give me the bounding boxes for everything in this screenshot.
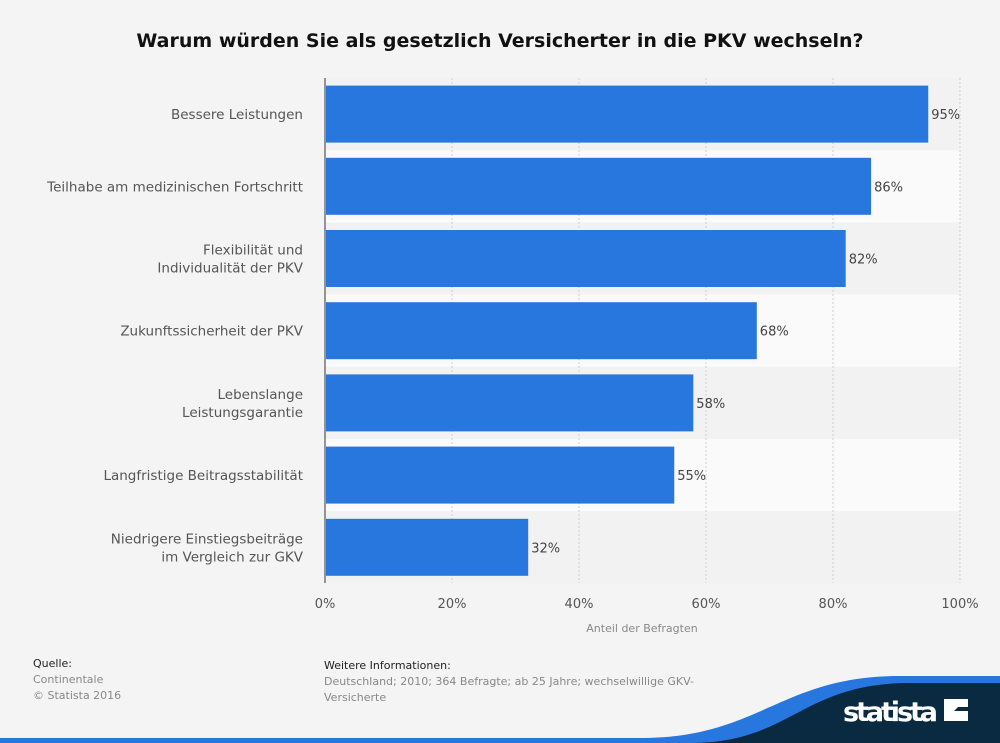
bar bbox=[326, 518, 529, 576]
source-text: Continentale bbox=[33, 673, 104, 686]
bar-value-label: 32% bbox=[531, 541, 560, 556]
bar bbox=[326, 446, 675, 504]
category-label: Individualität der PKV bbox=[157, 261, 303, 277]
bar-value-label: 82% bbox=[849, 253, 878, 268]
x-tick-label: 20% bbox=[438, 597, 467, 612]
bar-value-label: 86% bbox=[874, 180, 903, 195]
footer-swoosh bbox=[0, 676, 1000, 743]
x-tick-label: 0% bbox=[315, 597, 336, 612]
category-label: Bessere Leistungen bbox=[171, 107, 303, 123]
x-tick-label: 60% bbox=[692, 597, 721, 612]
x-tick-label: 40% bbox=[565, 597, 594, 612]
category-label: Lebenslange bbox=[217, 387, 303, 403]
x-tick-label: 100% bbox=[941, 597, 978, 612]
copyright-text: © Statista 2016 bbox=[33, 689, 122, 702]
source-block: Quelle: Continentale © Statista 2016 bbox=[33, 656, 121, 704]
category-label: Leistungsgarantie bbox=[182, 405, 303, 421]
x-tick-label: 80% bbox=[819, 597, 848, 612]
logo-background bbox=[690, 683, 1000, 743]
bar-value-label: 95% bbox=[931, 108, 960, 123]
source-heading: Quelle: bbox=[33, 657, 72, 670]
bar bbox=[326, 374, 694, 432]
category-label: Langfristige Beitragsstabilität bbox=[103, 468, 303, 484]
info-heading: Weitere Informationen: bbox=[324, 659, 451, 672]
info-text: Deutschland; 2010; 364 Befragte; ab 25 J… bbox=[324, 675, 694, 704]
bar-value-label: 55% bbox=[677, 469, 706, 484]
bar bbox=[326, 230, 846, 287]
statista-logo-icon bbox=[944, 699, 968, 721]
statista-logo-text: statista bbox=[843, 697, 938, 728]
bar-value-label: 68% bbox=[760, 325, 789, 340]
bar-value-label: 58% bbox=[696, 397, 725, 412]
info-block: Weitere Informationen: Deutschland; 2010… bbox=[324, 658, 704, 706]
chart-title: Warum würden Sie als gesetzlich Versiche… bbox=[136, 30, 863, 52]
bar bbox=[326, 157, 872, 215]
category-label: im Vergleich zur GKV bbox=[161, 549, 303, 565]
category-label: Flexibilität und bbox=[203, 243, 303, 259]
x-axis-label: Anteil der Befragten bbox=[586, 622, 697, 635]
category-label: Teilhabe am medizinischen Fortschritt bbox=[46, 179, 303, 195]
category-label: Zukunftssicherheit der PKV bbox=[120, 324, 303, 340]
category-label: Niedrigere Einstiegsbeiträge bbox=[111, 531, 303, 547]
bar bbox=[326, 302, 757, 360]
bar bbox=[326, 85, 929, 143]
